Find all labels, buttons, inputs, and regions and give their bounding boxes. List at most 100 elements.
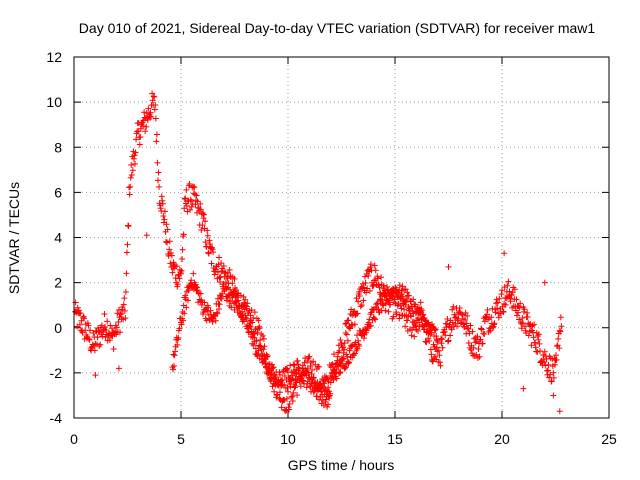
data-point [281, 373, 288, 380]
x-tick-label: 10 [280, 431, 296, 447]
data-point [489, 324, 496, 331]
data-point [180, 231, 187, 238]
data-point [259, 332, 266, 339]
data-point [459, 312, 466, 319]
data-point [255, 351, 262, 358]
data-point [513, 312, 520, 319]
data-point [187, 196, 194, 203]
data-point [484, 306, 491, 313]
data-point [302, 365, 309, 372]
data-point [286, 400, 293, 407]
y-tick-label: 2 [54, 275, 62, 291]
data-point [121, 307, 128, 314]
data-point [316, 363, 323, 370]
data-point [262, 356, 269, 363]
data-point [353, 347, 360, 354]
y-tick-label: 10 [46, 94, 62, 110]
data-point [372, 267, 379, 274]
data-point [320, 402, 327, 409]
data-point [188, 277, 195, 284]
data-point [229, 280, 236, 287]
data-point [229, 294, 236, 301]
data-point [398, 287, 405, 294]
x-tick-label: 0 [70, 431, 78, 447]
data-point [140, 123, 147, 130]
data-point [202, 239, 209, 246]
data-point [151, 93, 158, 100]
data-point [343, 331, 350, 338]
data-point [493, 296, 500, 303]
data-point [476, 353, 483, 360]
data-point [462, 316, 469, 323]
data-point [121, 295, 128, 302]
data-point [475, 345, 482, 352]
data-point [531, 321, 538, 328]
data-point [525, 332, 532, 339]
data-point [516, 304, 523, 311]
data-point [246, 323, 253, 330]
data-point [383, 283, 390, 290]
data-point [304, 358, 311, 365]
data-point [317, 384, 324, 391]
data-point [465, 340, 472, 347]
data-point [418, 305, 425, 312]
data-point [484, 311, 491, 318]
data-point [436, 359, 443, 366]
data-point [366, 287, 373, 294]
data-point [511, 286, 518, 293]
data-point [354, 310, 361, 317]
data-point [227, 286, 234, 293]
data-point [216, 274, 223, 281]
y-tick-label: 6 [54, 184, 62, 200]
data-point [357, 303, 364, 310]
data-point [520, 308, 527, 315]
data-point [367, 322, 374, 329]
data-point [161, 216, 168, 223]
data-point [556, 345, 563, 352]
data-point [509, 289, 516, 296]
data-point [154, 159, 161, 166]
data-point [153, 131, 160, 138]
data-point [478, 325, 485, 332]
data-point [115, 365, 122, 372]
data-point [159, 200, 166, 207]
data-point [242, 314, 249, 321]
data-point [157, 205, 164, 212]
data-point [358, 301, 365, 308]
data-point [500, 309, 507, 316]
data-point [203, 243, 210, 250]
data-point [499, 287, 505, 294]
data-point [122, 315, 129, 322]
data-point [536, 347, 543, 354]
data-point [201, 299, 208, 306]
data-point [508, 292, 515, 299]
data-point [261, 352, 268, 359]
data-point [276, 369, 283, 376]
data-point [411, 301, 418, 308]
data-point [103, 326, 110, 333]
data-point [378, 274, 385, 281]
data-point [142, 128, 149, 135]
data-point [470, 344, 477, 351]
y-tick-label: 0 [54, 320, 62, 336]
data-point [128, 171, 135, 178]
data-point [174, 336, 181, 343]
data-point [454, 323, 461, 330]
data-point [342, 329, 349, 336]
data-point [136, 141, 143, 148]
x-tick-label: 20 [494, 431, 510, 447]
data-point [515, 309, 522, 316]
data-point [473, 351, 480, 358]
data-point [261, 343, 268, 350]
data-point [377, 296, 384, 303]
data-point [147, 109, 154, 116]
y-tick-label: -2 [50, 365, 63, 381]
data-point [524, 314, 531, 321]
data-point [426, 321, 433, 328]
data-point [506, 288, 513, 295]
data-point [345, 324, 352, 331]
data-point [458, 311, 465, 318]
data-point [183, 304, 190, 311]
data-point [188, 203, 195, 210]
data-point [345, 359, 352, 366]
